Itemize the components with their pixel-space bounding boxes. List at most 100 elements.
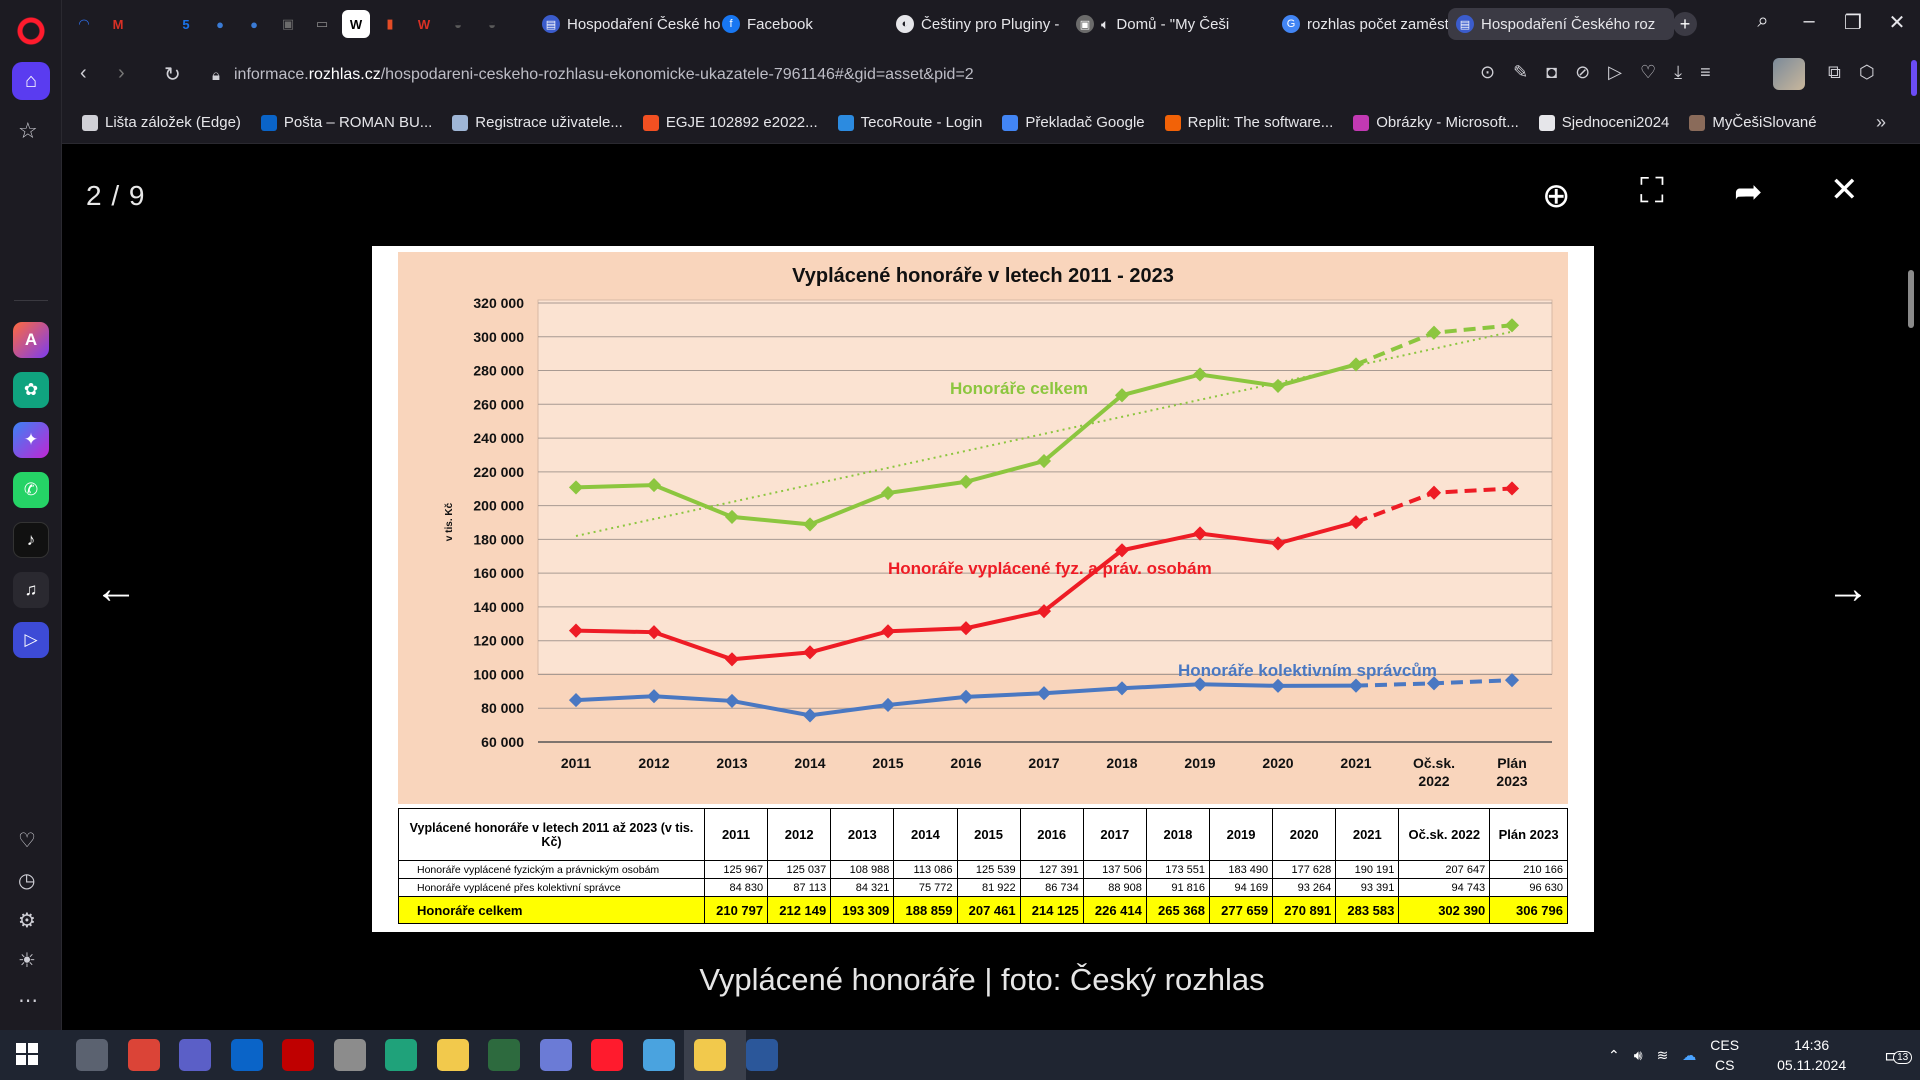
game-icon[interactable]: ◒ xyxy=(454,16,462,32)
vpn-icon[interactable] xyxy=(539,1039,572,1071)
bookmark-item[interactable]: Sjednoceni2024 xyxy=(1538,114,1669,131)
bookmark-item[interactable]: TecoRoute - Login xyxy=(837,114,982,131)
tab-hospodareni-1[interactable]: ▤ Hospodaření České ho xyxy=(534,8,774,40)
bookmark-item[interactable]: Replit: The software... xyxy=(1164,114,1333,131)
office-chart-icon[interactable]: ▮ xyxy=(386,16,394,31)
word-icon[interactable] xyxy=(745,1039,778,1071)
paint-icon[interactable] xyxy=(333,1039,366,1071)
bookmarks-overflow-icon[interactable]: » xyxy=(1876,112,1887,132)
reload-icon[interactable]: ↻ xyxy=(164,64,181,86)
page-scrollbar[interactable] xyxy=(1902,144,1920,1030)
clock[interactable]: 14:36 05.11.2024 xyxy=(1777,1035,1846,1075)
notifications-icon[interactable]: ▭ 13 xyxy=(1884,1043,1913,1068)
chevron-up-icon[interactable]: ⌃ xyxy=(1608,1046,1620,1063)
lock-icon[interactable]: 🔒︎ xyxy=(212,66,220,84)
next-arrow-icon[interactable]: → xyxy=(1826,564,1870,613)
share-icon[interactable]: ➦ xyxy=(1734,173,1763,211)
tiktok-icon[interactable]: ♪ xyxy=(13,522,49,558)
series-label: Honoráře celkem xyxy=(950,379,1088,398)
speaker-icon[interactable]: 🔈︎ xyxy=(1101,15,1110,32)
bookmark-item[interactable]: Pošta – ROMAN BU... xyxy=(260,114,432,131)
opera-icon[interactable] xyxy=(591,1039,623,1071)
bookmark-item[interactable]: Registrace uživatele... xyxy=(452,114,623,131)
aria-ai-icon[interactable]: A xyxy=(13,322,49,358)
wikipedia-icon[interactable]: W xyxy=(342,10,370,38)
play-icon[interactable]: ▷ xyxy=(1608,62,1622,82)
zoom-in-icon[interactable]: ⊕ xyxy=(1542,177,1571,215)
globe-app-icon[interactable] xyxy=(642,1039,675,1071)
menu-icon[interactable]: ≡ xyxy=(1700,62,1711,82)
game-icon-2[interactable]: ◒ xyxy=(488,16,496,32)
heart-icon[interactable]: ♡ xyxy=(1640,62,1657,82)
scrollbar-thumb[interactable] xyxy=(1908,270,1914,328)
close-window-icon[interactable]: ✕ xyxy=(1888,12,1906,34)
close-icon[interactable]: ✕ xyxy=(1830,171,1859,209)
adblock-icon[interactable]: ⊘ xyxy=(1575,62,1591,82)
url-field[interactable]: 🔒︎ informace.rozhlas.cz/hospodareni-cesk… xyxy=(212,58,1512,92)
fullscreen-icon[interactable]: ⛶ xyxy=(1640,172,1664,210)
chrome-icon[interactable] xyxy=(127,1039,160,1071)
settings-icon[interactable]: ⚙ xyxy=(18,910,36,932)
avatar[interactable] xyxy=(1773,58,1805,90)
whatsapp-icon[interactable]: ✆ xyxy=(13,472,49,508)
cube-icon[interactable]: ⬡ xyxy=(1858,62,1875,82)
video-editor-icon[interactable] xyxy=(488,1039,520,1071)
edge-icon[interactable] xyxy=(385,1039,417,1071)
outlook-icon[interactable] xyxy=(230,1039,263,1071)
bookmark-item[interactable]: Lišta záložek (Edge) xyxy=(82,114,241,131)
download-icon[interactable]: ⤓ xyxy=(1674,62,1683,82)
music-player-icon[interactable]: ♫ xyxy=(13,572,49,608)
more-icon[interactable]: ⋯ xyxy=(18,990,38,1012)
star-icon[interactable]: ☆ xyxy=(18,118,38,143)
history-icon[interactable]: ◷ xyxy=(18,870,36,892)
tab-google-search[interactable]: G rozhlas počet zaměst xyxy=(1274,8,1506,40)
volume-icon[interactable]: 🔊︎ xyxy=(1633,1046,1643,1063)
restore-icon[interactable]: ❐ xyxy=(1844,12,1862,34)
chatgpt-icon[interactable]: ✿ xyxy=(13,372,49,408)
bookmark-item[interactable]: MyČešiSlované xyxy=(1689,114,1817,131)
calculator-icon[interactable] xyxy=(76,1039,108,1071)
notes-icon[interactable]: ▭ xyxy=(315,16,329,31)
edit-icon[interactable]: ✎ xyxy=(1513,62,1529,82)
player-icon[interactable]: ▷ xyxy=(13,622,49,658)
minimize-icon[interactable]: – xyxy=(1803,10,1815,32)
bookmark-item[interactable]: EGJE 102892 e2022... xyxy=(642,114,818,131)
home-icon[interactable]: ⌂ xyxy=(12,62,50,100)
opera-logo-icon[interactable] xyxy=(14,14,48,48)
tab-hospodareni-active[interactable]: ▤ Hospodaření Českého roz xyxy=(1448,8,1674,40)
gmail-icon[interactable]: M xyxy=(112,16,124,32)
apple-icon[interactable] xyxy=(138,10,166,38)
forward-icon[interactable]: › xyxy=(118,62,125,84)
wifi-icon[interactable]: ≋ xyxy=(1656,1046,1669,1063)
windows-start-icon[interactable] xyxy=(16,1043,38,1065)
lens-icon[interactable]: ⊙ xyxy=(1480,62,1496,82)
new-tab-button[interactable]: + xyxy=(1673,12,1697,36)
tab-domu[interactable]: ▣ 🔈︎ Domů - "My Češi xyxy=(1068,8,1308,40)
bookmark-item[interactable]: Obrázky - Microsoft... xyxy=(1353,114,1519,131)
heart-icon[interactable]: ♡ xyxy=(18,830,36,852)
wps-icon[interactable]: W xyxy=(417,16,431,32)
language-indicator[interactable]: CES CS xyxy=(1710,1035,1739,1075)
lightbulb-icon[interactable]: ☀ xyxy=(18,950,36,972)
bookmark-favicon-icon xyxy=(1689,114,1706,131)
notes-app-icon[interactable] xyxy=(694,1039,726,1071)
calendar-icon[interactable]: 5 xyxy=(182,16,190,32)
extension-icon[interactable]: ▣ xyxy=(281,16,295,31)
url-text[interactable]: informace.rozhlas.cz/hospodareni-ceskeho… xyxy=(234,66,974,84)
previous-arrow-icon[interactable]: ← xyxy=(94,564,138,613)
extension-icon[interactable]: ⧉ xyxy=(1828,62,1841,82)
camera-icon[interactable]: ◘ xyxy=(1546,62,1558,82)
messenger-icon[interactable]: ✦ xyxy=(13,422,49,458)
edge-copilot-icon[interactable]: ● xyxy=(216,16,224,32)
tab-cestiny[interactable]: ◐ Češtiny pro Pluginy - xyxy=(888,8,1128,40)
bookmark-item[interactable]: Překladač Google xyxy=(1002,114,1145,131)
file-explorer-icon[interactable] xyxy=(436,1039,469,1071)
teams-icon[interactable] xyxy=(179,1039,211,1071)
search-icon[interactable]: ⌕ xyxy=(1757,10,1769,32)
opera-gx-icon[interactable]: ◠ xyxy=(79,16,89,31)
back-icon[interactable]: ‹ xyxy=(80,62,87,84)
filezilla-icon[interactable] xyxy=(282,1039,314,1071)
edge-copilot-icon-2[interactable]: ● xyxy=(250,16,258,32)
onedrive-icon[interactable]: ☁ xyxy=(1682,1046,1697,1063)
tab-facebook[interactable]: f Facebook xyxy=(714,8,884,40)
